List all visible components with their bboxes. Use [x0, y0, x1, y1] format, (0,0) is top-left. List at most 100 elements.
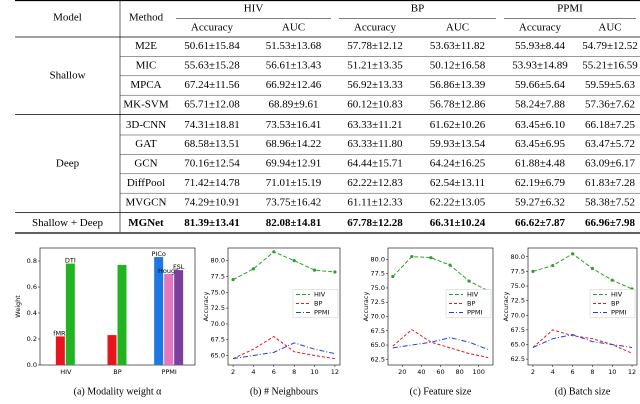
cell: 81.39±13.41 [184, 217, 240, 229]
cell: 74.31±18.81 [184, 119, 240, 131]
y-tick-label: 77.5 [511, 267, 525, 275]
legend-label: HIV [611, 291, 623, 299]
marker [570, 252, 575, 256]
y-tick-label: 75.0 [211, 288, 225, 296]
y-tick-label: 75.0 [511, 282, 525, 290]
bar [55, 336, 65, 365]
cell: 62.54±13.11 [430, 177, 485, 189]
x-tick-label: BP [113, 368, 121, 376]
x-tick-label: 80 [455, 368, 463, 376]
marker [391, 274, 395, 279]
y-tick-label: 72.5 [511, 297, 525, 305]
cell: 63.33±11.21 [347, 119, 402, 131]
cell: 73.53±16.41 [266, 119, 322, 131]
method: MIC [136, 60, 157, 72]
x-tick-label: 8 [590, 368, 594, 376]
y-tick-label: 62.5 [371, 355, 385, 363]
cell: 53.63±11.82 [430, 40, 485, 52]
marker [610, 278, 614, 282]
series-line [232, 251, 335, 281]
y-tick-label: 65.0 [371, 341, 385, 349]
y-tick-label: 0.6 [27, 283, 37, 291]
metric-header: AUC [446, 22, 469, 34]
y-tick-label: 67.5 [211, 336, 225, 344]
x-tick-label: 8 [292, 368, 296, 376]
x-tick-label: 4 [551, 368, 555, 376]
series-line [532, 329, 633, 354]
chart: 65.0 67.5 70.0 72.5 75.0 77.5 80.0 Accuracy 2 4 6 8… [202, 247, 341, 397]
cell: 59.93±13.54 [430, 138, 486, 150]
legend-label: HIV [467, 291, 479, 299]
y-tick-label: 65.0 [211, 352, 225, 360]
cell: 60.12±10.83 [347, 98, 403, 110]
method: 3D-CNN [126, 119, 166, 131]
bar [154, 257, 164, 365]
metric-header: Accuracy [191, 22, 234, 34]
y-tick-label: 65.0 [511, 341, 525, 349]
cell: 64.24±16.25 [430, 158, 486, 170]
cell: 66.62±7.87 [515, 217, 566, 229]
x-tick-label: 10 [608, 368, 616, 376]
bar [107, 335, 117, 365]
method: MK-SVM [123, 98, 168, 110]
cell: 68.89±9.61 [268, 98, 318, 110]
series-line [532, 253, 633, 290]
cell: 65.71±12.08 [184, 98, 240, 110]
method: M2E [135, 40, 157, 52]
cell: 59.27±6.32 [515, 196, 565, 208]
marker [448, 263, 452, 267]
x-tick-label: 12 [628, 368, 636, 376]
metric-header: AUC [282, 22, 305, 34]
series-line [392, 337, 489, 351]
cell: 57.78±12.12 [347, 40, 403, 52]
y-tick-label: 70.0 [211, 320, 225, 328]
bar-label: FSL [173, 263, 185, 271]
cell: 59.66±5.64 [515, 79, 566, 91]
cell: 56.78±12.86 [430, 98, 486, 110]
y-tick-label: 62.5 [511, 355, 525, 363]
cell: 66.18±7.25 [585, 119, 636, 131]
caption: (b) # Neighbours [250, 386, 318, 397]
cell: 67.78±12.28 [347, 217, 403, 229]
dataset-header: BP [411, 3, 424, 15]
y-tick-label: 80.0 [371, 255, 385, 263]
y-tick-label: 70.0 [511, 311, 525, 319]
cell: 53.93±14.89 [512, 60, 568, 72]
plot-area [527, 247, 638, 366]
method: GAT [135, 138, 157, 150]
y-axis-label: Accuracy [502, 292, 510, 322]
cell: 58.38±7.52 [585, 196, 635, 208]
marker [410, 254, 414, 259]
cell: 82.08±14.81 [266, 217, 322, 229]
cell: 63.45±6.10 [515, 119, 566, 131]
y-tick-label: 70.0 [371, 312, 385, 320]
cell: 62.19±6.79 [515, 177, 566, 189]
model-group: Shallow [49, 69, 85, 81]
cell: 61.83±7.28 [585, 177, 636, 189]
cell: 51.53±13.68 [266, 40, 322, 52]
x-tick-label: 40 [417, 368, 425, 376]
y-axis-label: Weight [14, 295, 22, 318]
cell: 55.93±8.44 [515, 40, 566, 52]
x-tick-label: PPMI [161, 368, 176, 376]
cell: 61.11±12.33 [347, 196, 403, 208]
metric-header: Accuracy [354, 22, 397, 34]
bar [117, 264, 127, 365]
marker [590, 266, 595, 271]
caption: (c) Feature size [410, 386, 472, 397]
plot-area [227, 247, 341, 366]
cell: 56.86±13.39 [430, 79, 486, 91]
x-tick-label: 10 [310, 368, 318, 376]
cell: 63.33±11.80 [347, 138, 403, 150]
chart: 0.0 0.2 0.4 0.6 0.8 Weight HIV fMRI DTI BP PPMI PIC… [14, 247, 196, 397]
model-group: Shallow + Deep [32, 217, 103, 229]
cell: 66.31±10.24 [430, 217, 486, 229]
y-axis-label: Accuracy [202, 292, 210, 322]
y-tick-label: 0.2 [27, 335, 37, 343]
series-line [392, 328, 489, 359]
y-tick-label: 77.5 [211, 272, 225, 280]
cell: 58.24±7.88 [515, 98, 566, 110]
x-tick-label: 20 [398, 368, 406, 376]
marker [272, 250, 276, 254]
cell: 66.92±12.46 [266, 79, 322, 91]
